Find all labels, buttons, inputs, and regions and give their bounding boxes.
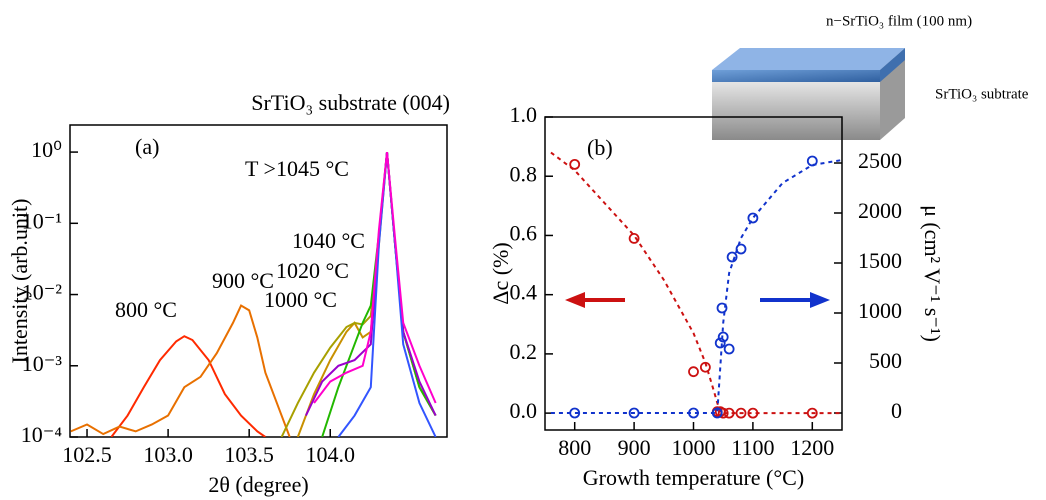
y2-tick-label: 2000 — [858, 198, 902, 223]
y-tick-label: 10⁻¹ — [22, 208, 62, 233]
series-line — [321, 151, 437, 437]
y2-axis-label: μ (cm² V⁻¹ s⁻¹) — [920, 205, 945, 342]
y-tick-label: 10⁻² — [22, 280, 63, 305]
panel-label: (b) — [587, 135, 613, 160]
y-axis-label: Intensity (arb.unit) — [7, 199, 32, 364]
arrow — [565, 292, 625, 308]
y-tick-label: 10⁻³ — [22, 351, 63, 376]
plot-frame — [69, 124, 448, 438]
series-line — [313, 151, 437, 404]
y2-tick-label: 1000 — [858, 298, 902, 323]
data-point — [716, 302, 728, 314]
x-tick-label: 1000 — [672, 435, 716, 460]
series-label: 1040 °C — [292, 228, 365, 253]
series-label: 1020 °C — [276, 258, 349, 283]
data-point — [806, 155, 818, 167]
data-point — [735, 407, 747, 419]
panel-label: (a) — [135, 134, 159, 159]
data-point — [717, 407, 729, 419]
y-tick-label: 10⁻⁴ — [21, 422, 63, 447]
y-tick-label: 0.4 — [510, 280, 538, 305]
x-axis-label: 2θ (degree) — [208, 472, 308, 497]
x-tick-label: 103.5 — [224, 442, 274, 467]
data-point — [714, 337, 726, 349]
data-point — [723, 343, 735, 355]
annotation: SrTiO₃ substrate (004) — [251, 90, 450, 115]
data-point — [747, 212, 759, 224]
series-label: 800 °C — [115, 297, 177, 322]
plot-frame — [544, 116, 843, 431]
data-point — [806, 407, 818, 419]
fit-line — [550, 159, 842, 414]
series-label: 1000 °C — [264, 287, 337, 312]
inset-label: SrTiO₃ subtrate — [935, 86, 1029, 102]
series-line — [70, 304, 291, 437]
x-tick-label: 103.0 — [143, 442, 193, 467]
y-axis-label: Δc (%) — [488, 242, 513, 304]
x-tick-label: 900 — [618, 435, 651, 460]
data-point — [717, 331, 729, 343]
data-point — [726, 251, 738, 263]
fit-line — [550, 151, 842, 415]
y2-tick-label: 500 — [869, 348, 902, 373]
y-tick-label: 0.8 — [510, 161, 538, 186]
x-tick-label: 1200 — [790, 435, 834, 460]
data-point — [628, 233, 640, 244]
y-tick-label: 10⁰ — [31, 137, 62, 162]
y-tick-label: 1.0 — [510, 102, 538, 127]
inset-label: n−SrTiO₃ film (100 nm) — [826, 13, 972, 29]
data-point — [688, 366, 699, 378]
data-point — [628, 407, 640, 419]
annotation: T >1045 °C — [245, 156, 349, 181]
x-axis-label: Growth temperature (°C) — [583, 465, 804, 490]
series-label: 900 °C — [212, 268, 274, 293]
y2-tick-label: 2500 — [858, 148, 902, 173]
y2-tick-label: 0 — [891, 398, 902, 423]
y-tick-label: 0.0 — [510, 398, 538, 423]
y-tick-label: 0.2 — [510, 339, 538, 364]
series-line — [337, 151, 437, 437]
x-tick-label: 102.5 — [62, 442, 112, 467]
x-tick-label: 1100 — [731, 435, 774, 460]
data-point — [735, 243, 747, 255]
y-tick-label: 0.6 — [510, 220, 538, 245]
series-line — [110, 335, 266, 437]
arrow — [760, 292, 830, 308]
inset-illustration — [712, 48, 905, 140]
x-tick-label: 800 — [558, 435, 591, 460]
data-point — [569, 158, 581, 170]
y2-tick-label: 1500 — [858, 248, 902, 273]
x-tick-label: 104.0 — [306, 442, 356, 467]
